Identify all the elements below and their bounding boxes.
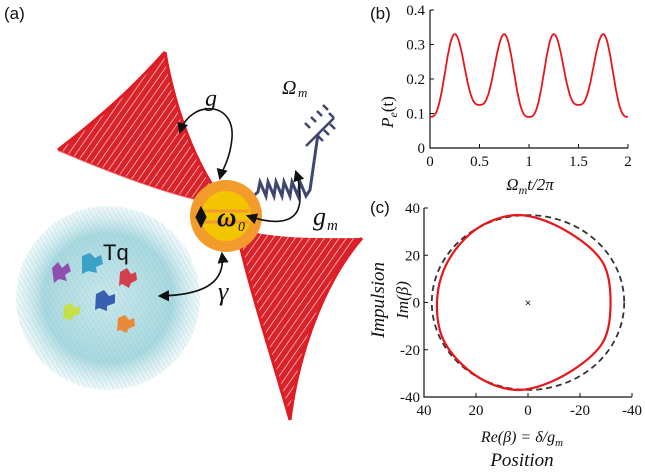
panel-b-axis-lines — [429, 10, 628, 149]
panel-c-xtick-label: -40 — [622, 403, 642, 419]
panel-c-ytick-label: 40 — [405, 201, 420, 217]
panel-b-axes — [429, 10, 628, 149]
svg-text:Pe(t): Pe(t) — [378, 96, 400, 129]
panel-c-xlabel-sub: m — [555, 437, 563, 449]
omega-m-subscript: m — [298, 85, 307, 100]
panel-b-xlabel-rest: t/2π — [527, 175, 554, 194]
panel-b: (b) 0 0.5 1 1.5 2 0 0.1 0.2 0.3 0.4 Pe(t) Ωmt/2π — [370, 3, 632, 197]
noise-patch-red — [119, 268, 137, 288]
panel-c-xlabel: Re(β) = δ/gm — [480, 429, 563, 449]
noise-patches — [52, 253, 137, 333]
panel-c-series: × — [430, 213, 626, 392]
quantum-emitter — [190, 180, 262, 252]
panel-c-ylabel-outer-text: Impulsion — [368, 262, 389, 339]
tq-label: Tq — [103, 240, 129, 265]
panel-c-xtick-label: -20 — [570, 403, 590, 419]
panel-b-ytick-label: 0.1 — [406, 107, 425, 123]
noise-patch-orange — [117, 315, 135, 333]
noise-patch-teal — [82, 253, 103, 274]
panel-c-ytick-label: -20 — [400, 343, 420, 359]
panel-b-ytick-label: 0.4 — [406, 3, 425, 19]
gm-subscript: m — [327, 218, 338, 234]
panel-c-xtick-label: 40 — [417, 403, 432, 419]
gm-label: g — [313, 202, 326, 231]
panel-c-ylabel-outer: Impulsion — [368, 262, 389, 339]
panel-b-series-line — [429, 33, 629, 118]
panel-b-ytick-label: 0.3 — [406, 38, 425, 54]
panel-b-xlabel-sub: m — [519, 183, 528, 197]
g-label: g — [205, 86, 217, 112]
panel-b-ylabel: Pe(t) — [378, 96, 400, 129]
panel-b-ytick-label: 0 — [418, 141, 426, 157]
panel-a: (a) Tq — [4, 4, 364, 421]
panel-b-xtick-label: 0.5 — [470, 154, 489, 170]
panel-b-ytick-label: 0.2 — [406, 72, 425, 88]
panel-b-series — [429, 33, 629, 118]
panel-c-ytick-label: -40 — [400, 390, 420, 406]
panel-b-xlabel: Ωmt/2π — [506, 175, 554, 197]
panel-c-ylabel-inner: Im(β) — [393, 281, 412, 320]
omega0-subscript: 0 — [238, 220, 245, 235]
panel-b-ylabel-sub: e — [386, 111, 400, 117]
panel-b-xlabel-main: Ω — [506, 175, 518, 194]
panel-b-xtick-label: 1.5 — [569, 154, 588, 170]
panel-c-ytick-label: 0 — [413, 296, 421, 312]
panel-c-xlabel-outer: Position — [489, 450, 553, 471]
panel-c-ylabel: Im(β) — [393, 281, 412, 320]
panel-c-label: (c) — [370, 198, 390, 217]
noise-patch-purple — [52, 262, 71, 283]
coupling-arrows — [157, 107, 305, 302]
omega-m-label: Ω — [282, 77, 296, 99]
panel-c-center-marker: × — [525, 298, 531, 310]
mechanical-spring — [242, 104, 336, 207]
panel-b-ylabel-main: P — [378, 117, 397, 128]
panel-a-label: (a) — [4, 4, 25, 23]
noise-patch-blue — [95, 290, 115, 311]
gamma-label: γ — [218, 277, 229, 306]
omega0-label: ω — [217, 202, 237, 232]
panel-b-label: (b) — [370, 4, 391, 23]
panel-b-xtick-label: 2 — [624, 154, 632, 170]
panel-b-ticks: 0 0.5 1 1.5 2 0 0.1 0.2 0.3 0.4 — [406, 3, 632, 170]
panel-b-xtick-label: 1 — [525, 154, 533, 170]
panel-c-xtick-label: 20 — [469, 403, 484, 419]
noise-patch-yellow — [63, 303, 80, 321]
panel-b-ylabel-arg: (t) — [378, 96, 397, 112]
panel-c-xtick-label: 0 — [524, 403, 532, 419]
panel-c-xlabel-main: Re(β) = δ/g — [480, 429, 555, 446]
panel-c-ytick-label: 20 — [405, 248, 420, 264]
panel-c-trajectory — [435, 213, 612, 392]
panel-b-xtick-label: 0 — [426, 154, 434, 170]
